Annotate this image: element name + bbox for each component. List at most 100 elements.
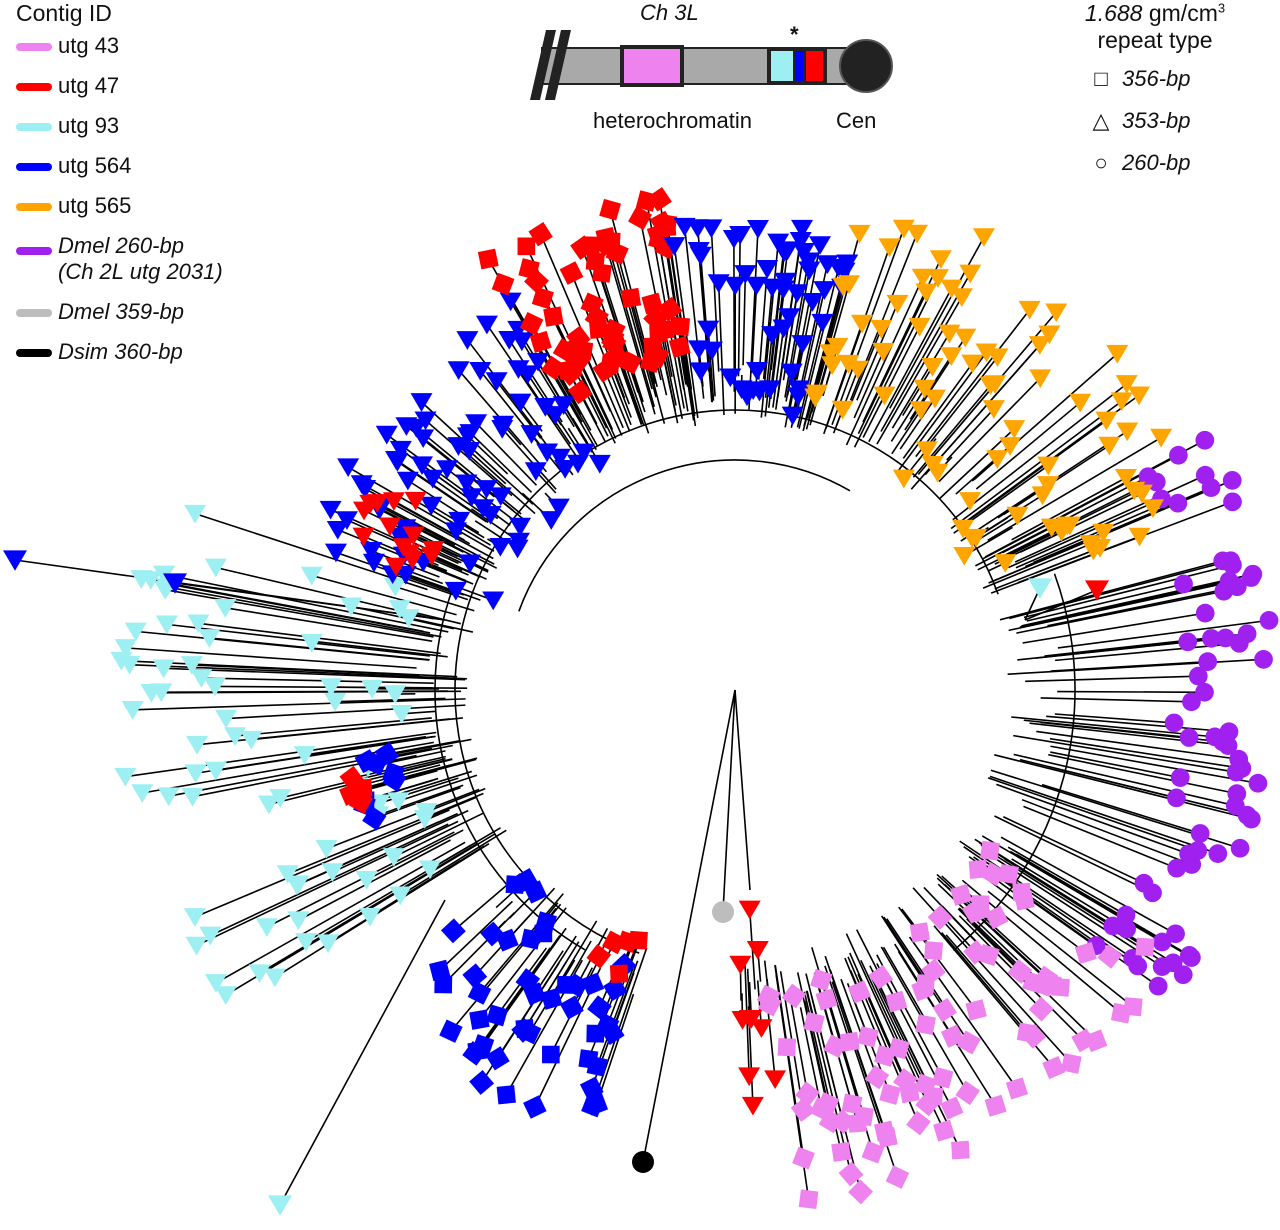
branch <box>831 228 905 426</box>
tip-square <box>599 198 621 221</box>
tip-square <box>1005 1077 1029 1100</box>
tip-circle <box>1134 873 1154 893</box>
branch <box>889 236 985 409</box>
tip-triangle <box>321 863 344 882</box>
branch <box>1036 730 1239 761</box>
tip-square <box>1123 997 1143 1017</box>
tip-triangle <box>324 543 347 563</box>
tip-triangle <box>792 243 815 262</box>
tip-triangle <box>224 727 247 746</box>
branch <box>605 237 656 407</box>
centromere-label: Cen <box>836 108 877 133</box>
branch <box>168 738 472 797</box>
branch <box>751 285 758 373</box>
branch <box>468 450 507 485</box>
tip-square <box>885 1165 910 1189</box>
tip-triangle <box>396 471 419 491</box>
tip-square <box>876 1127 898 1148</box>
tip-triangle <box>489 537 512 557</box>
branch <box>857 292 928 434</box>
legend-item-utg564: utg 564 <box>16 153 223 193</box>
branch <box>883 916 946 1011</box>
branch <box>1024 589 1098 621</box>
swatch <box>16 247 52 255</box>
tip-square <box>585 1092 609 1116</box>
tip-triangle <box>1085 580 1109 601</box>
tip-triangle <box>186 735 209 755</box>
legend-item-utg47: utg 47 <box>16 73 223 113</box>
branch <box>924 344 1041 476</box>
tip-square <box>670 316 691 337</box>
tip-triangle <box>1031 486 1054 506</box>
tip-triangle <box>131 784 154 803</box>
tip-triangle <box>465 414 488 433</box>
branch <box>770 251 786 371</box>
tip-triangle <box>921 455 944 475</box>
branch <box>1000 836 1176 935</box>
tip-triangle <box>764 1070 787 1090</box>
tip-triangle <box>837 354 860 374</box>
tip-triangle <box>198 629 221 648</box>
break-mark-icon <box>545 30 571 100</box>
tip-square <box>609 964 629 983</box>
branch <box>1025 675 1199 683</box>
tip-triangle <box>401 550 424 570</box>
tip-triangle <box>395 417 418 436</box>
tip-square <box>831 1141 852 1162</box>
tip-circle <box>1164 713 1184 733</box>
tip-triangle <box>121 701 144 720</box>
tip-circle <box>1201 478 1221 497</box>
tip-triangle <box>263 968 286 988</box>
tip-square <box>469 1070 495 1095</box>
tip-square <box>496 1085 516 1105</box>
branch <box>486 323 580 460</box>
tip-triangle <box>458 554 481 574</box>
branch <box>999 560 1223 621</box>
tip-triangle <box>1006 506 1029 526</box>
tip-square <box>641 292 664 315</box>
branch <box>225 607 433 642</box>
contig-legend: Contig ID utg 43 utg 47 utg 93 utg 564 u… <box>16 0 223 379</box>
tip-triangle <box>994 554 1017 573</box>
tip-triangle <box>388 600 411 619</box>
tip-triangle <box>320 678 343 698</box>
repeat-type-legend: 1.688 gm/cm3 repeat type □ 356-bp △ 353-bp… <box>1060 0 1250 184</box>
tip-triangle <box>384 577 407 597</box>
branch <box>439 900 514 971</box>
tip-triangle <box>552 396 575 415</box>
branch <box>850 328 883 405</box>
tip-circle <box>1195 430 1215 450</box>
branch <box>789 1000 809 1094</box>
tip-triangle <box>554 459 577 479</box>
branch <box>121 659 458 678</box>
tip-triangle <box>798 261 821 281</box>
branch <box>287 792 484 875</box>
branch-arc <box>434 587 586 951</box>
tip-triangle <box>821 356 844 375</box>
tip-square <box>861 1140 885 1164</box>
branch <box>132 698 466 711</box>
repeat-label: 356-bp <box>1122 66 1191 91</box>
tip-triangle <box>734 265 757 284</box>
tip-triangle <box>319 500 342 520</box>
legend-label: utg 43 <box>58 33 120 58</box>
tip-square <box>434 975 453 994</box>
tip-triangle <box>185 936 208 956</box>
tip-square <box>965 999 987 1021</box>
tip-square <box>467 1041 488 1061</box>
tip-triangle <box>1037 476 1060 495</box>
tip-triangle <box>961 529 984 548</box>
branch <box>399 829 507 896</box>
tip-square <box>798 1189 819 1210</box>
branch <box>150 579 424 633</box>
tip-triangle <box>507 360 530 379</box>
branch <box>1022 612 1206 644</box>
tip-circle <box>1179 844 1198 864</box>
tip-circle <box>1188 666 1208 686</box>
tip-triangle <box>420 496 443 516</box>
tip-square <box>961 899 987 924</box>
tip-circle <box>1227 784 1247 803</box>
branch <box>1046 715 1230 733</box>
tip-triangle <box>548 448 571 468</box>
tip-triangle <box>1037 456 1060 476</box>
